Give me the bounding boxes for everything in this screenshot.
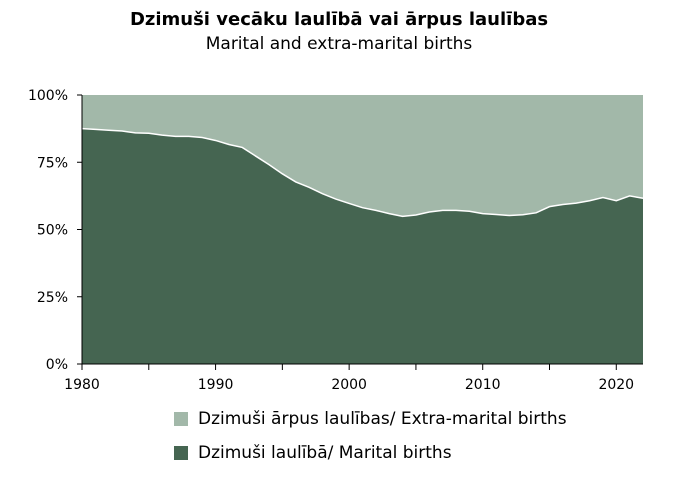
legend-item-marital: Dzimuši laulībā/ Marital births: [174, 436, 567, 470]
y-tick-label: 50%: [37, 223, 68, 239]
y-tick-label: 75%: [37, 155, 68, 171]
x-tick-label: 1980: [64, 377, 100, 393]
legend-label-extra-marital: Dzimuši ārpus laulības/ Extra-marital bi…: [198, 409, 567, 429]
series-boundary-line: [81, 127, 644, 218]
chart-title: Dzimuši vecāku laulībā vai ārpus laulība…: [129, 9, 549, 30]
x-tick-label: 2010: [465, 377, 501, 393]
y-tick-label: 25%: [37, 290, 68, 306]
legend-swatch-marital: [174, 446, 188, 460]
legend: Dzimuši ārpus laulības/ Extra-marital bi…: [174, 402, 567, 470]
x-tick-label: 2020: [598, 377, 634, 393]
y-tick-label: 0%: [46, 357, 68, 373]
area-extra-marital: [82, 95, 643, 217]
legend-swatch-extra-marital: [174, 412, 188, 426]
area-marital: [82, 128, 643, 364]
legend-label-marital: Dzimuši laulībā/ Marital births: [198, 443, 452, 463]
x-tick-label: 2000: [331, 377, 367, 393]
x-tick-label: 1990: [198, 377, 234, 393]
chart-subtitle: Marital and extra-marital births: [205, 34, 473, 54]
legend-item-extra-marital: Dzimuši ārpus laulības/ Extra-marital bi…: [174, 402, 567, 436]
y-tick-label: 100%: [28, 88, 68, 104]
